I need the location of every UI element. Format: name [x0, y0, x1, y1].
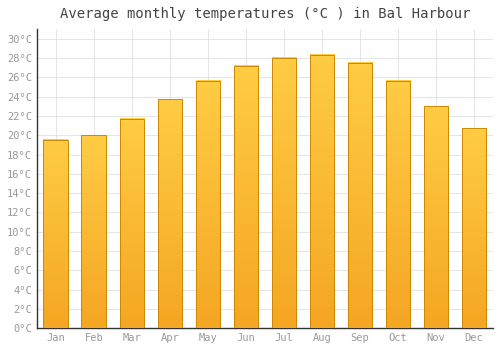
- Bar: [462, 128, 486, 328]
- Bar: [234, 66, 258, 328]
- Bar: [158, 99, 182, 328]
- Bar: [196, 81, 220, 328]
- Bar: [120, 119, 144, 328]
- Bar: [386, 81, 410, 328]
- Bar: [424, 106, 448, 328]
- Bar: [82, 135, 106, 328]
- Bar: [310, 55, 334, 328]
- Bar: [348, 63, 372, 328]
- Bar: [44, 140, 68, 328]
- Title: Average monthly temperatures (°C ) in Bal Harbour: Average monthly temperatures (°C ) in Ba…: [60, 7, 470, 21]
- Bar: [272, 58, 296, 328]
